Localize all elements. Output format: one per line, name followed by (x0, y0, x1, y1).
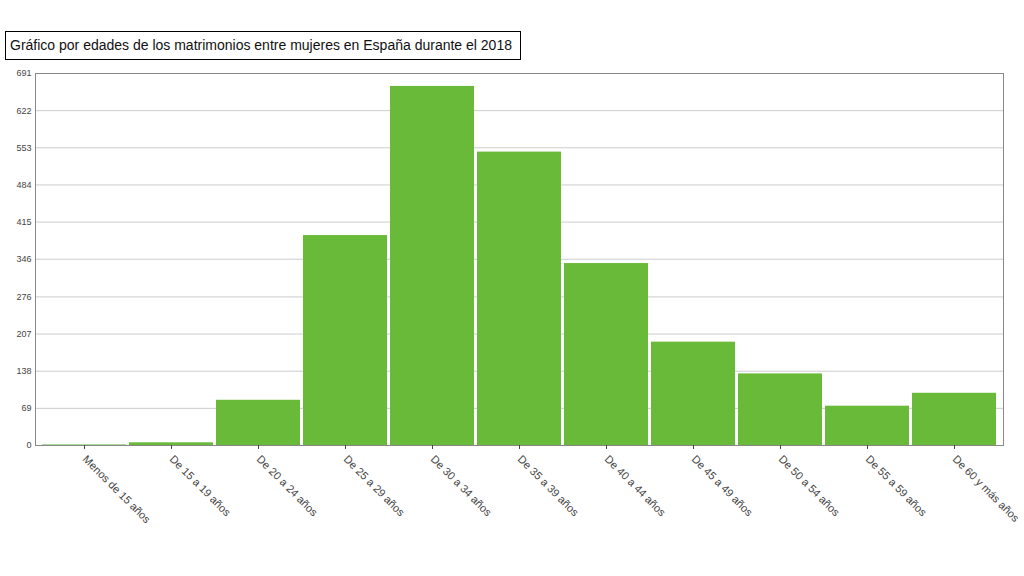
svg-text:De 15 a 19 años: De 15 a 19 años (168, 453, 234, 519)
svg-text:346: 346 (16, 254, 31, 264)
svg-text:138: 138 (16, 366, 31, 376)
svg-text:De 30 a 34 años: De 30 a 34 años (429, 453, 495, 519)
svg-text:553: 553 (16, 143, 31, 153)
svg-text:De 25 a 29 años: De 25 a 29 años (342, 453, 408, 519)
svg-text:69: 69 (21, 403, 31, 413)
svg-text:207: 207 (16, 329, 31, 339)
svg-text:484: 484 (16, 180, 31, 190)
svg-text:De 45 a 49 años: De 45 a 49 años (690, 453, 756, 519)
svg-text:0: 0 (26, 440, 31, 450)
svg-text:622: 622 (16, 106, 31, 116)
svg-text:De 35 a 39 años: De 35 a 39 años (516, 453, 582, 519)
svg-text:De 40 a 44 años: De 40 a 44 años (603, 453, 669, 519)
svg-text:De 60 y más años: De 60 y más años (951, 453, 1023, 525)
svg-text:691: 691 (16, 68, 31, 78)
svg-text:De 55 a 59 años: De 55 a 59 años (864, 453, 930, 519)
svg-text:Menos de 15 años: Menos de 15 años (81, 453, 154, 526)
svg-text:276: 276 (16, 292, 31, 302)
svg-text:De 20 a 24 años: De 20 a 24 años (255, 453, 321, 519)
svg-text:De 50 a 54 años: De 50 a 54 años (777, 453, 843, 519)
svg-text:415: 415 (16, 217, 31, 227)
html-text:Gráfico por edades de los matr: Gráfico por edades de los matrimonios en… (10, 37, 512, 53)
